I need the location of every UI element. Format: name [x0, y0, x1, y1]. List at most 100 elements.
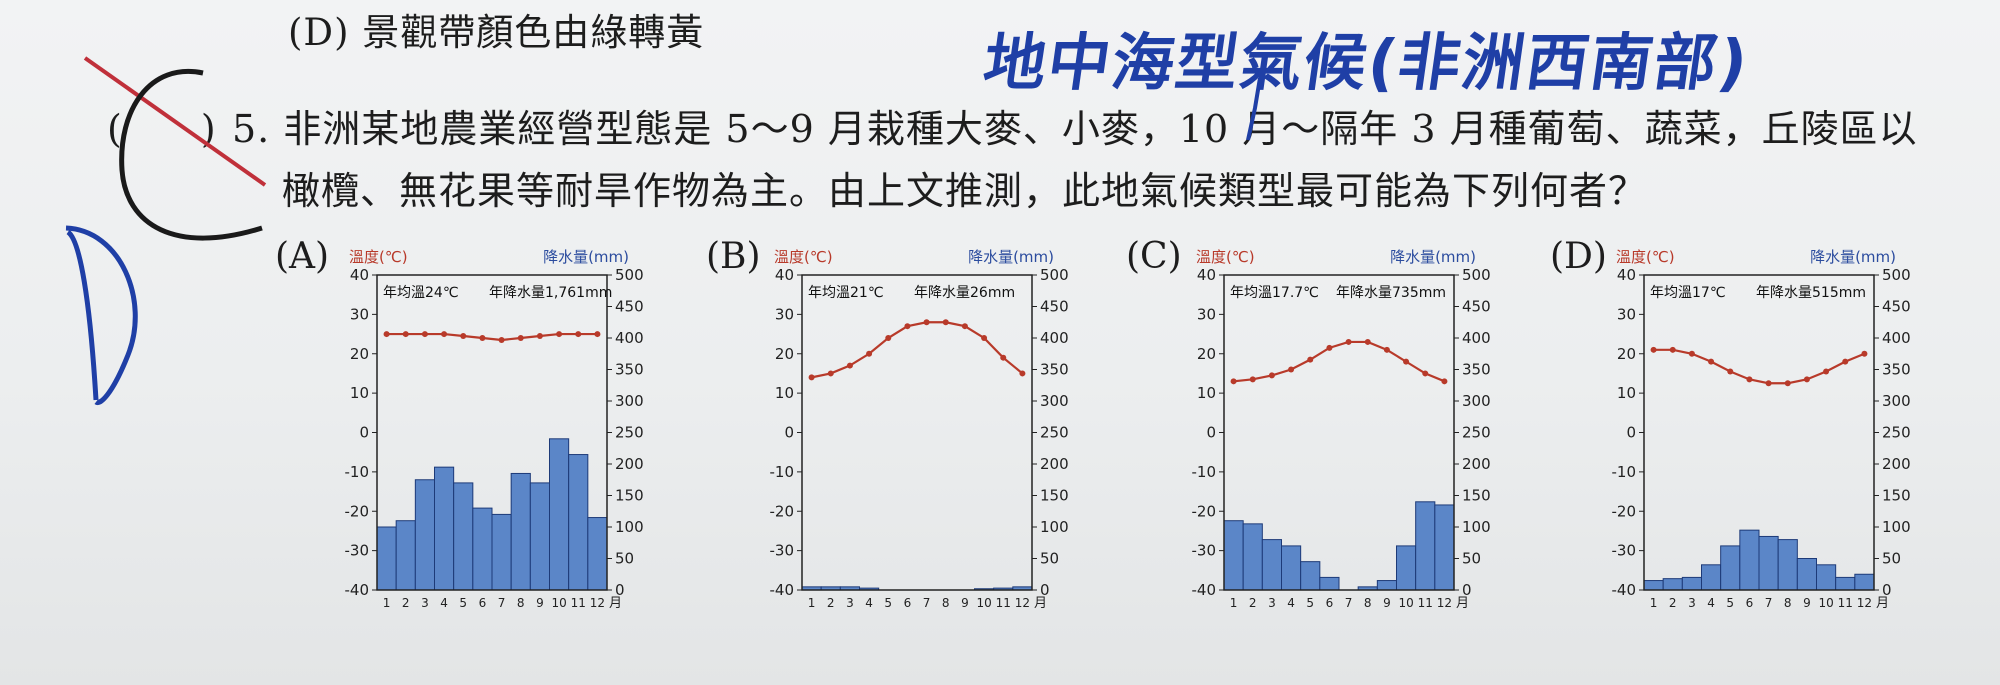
precip-tick-label: 200	[1882, 455, 1911, 473]
temp-tick-label: -20	[345, 502, 369, 520]
precip-tick-label: 50	[1040, 550, 1059, 568]
precip-tick-label: 200	[1462, 455, 1491, 473]
precip-bar	[1415, 501, 1436, 591]
precip-bar	[1300, 561, 1321, 591]
temp-tick-label: 20	[775, 345, 794, 363]
precip-tick-label: 250	[1462, 424, 1491, 442]
temp-point	[1326, 344, 1333, 351]
precip-tick-label: 350	[615, 361, 644, 379]
month-label: 9	[1803, 596, 1811, 610]
temp-tick-label: -10	[345, 463, 369, 481]
precip-tick-label: 450	[1040, 298, 1069, 316]
temp-point	[1345, 338, 1352, 345]
precip-bar	[549, 438, 570, 591]
temp-tick-label: 40	[350, 266, 369, 284]
temp-line	[1233, 340, 1445, 383]
temp-tick-label: 20	[1617, 345, 1636, 363]
temp-point	[1650, 346, 1657, 353]
option-label-d: (D)	[1550, 236, 1607, 277]
temp-point	[981, 335, 988, 341]
precip-bar	[1396, 545, 1417, 591]
plot-frame	[801, 274, 1033, 591]
precip-tick-label: 250	[1040, 424, 1069, 442]
temp-point	[460, 333, 467, 340]
temp-tick-label: 30	[775, 305, 794, 323]
month-label: 12	[1015, 596, 1030, 610]
precip-axis-label: 降水量(mm)	[1810, 248, 1896, 266]
temp-point	[942, 319, 949, 326]
month-label: 7	[498, 596, 506, 610]
month-label: 6	[1326, 596, 1334, 610]
temp-point	[1688, 350, 1695, 357]
temp-point	[1383, 346, 1390, 353]
precip-tick-label: 100	[1462, 518, 1491, 536]
precip-axis-label: 降水量(mm)	[543, 248, 629, 266]
month-unit: 月	[1876, 596, 1889, 610]
precip-bar	[491, 513, 512, 591]
month-label: 4	[1287, 596, 1295, 610]
month-label: 3	[421, 596, 429, 610]
temp-point	[1230, 378, 1237, 385]
precip-bar	[1319, 576, 1340, 591]
precip-tick-label: 150	[615, 487, 644, 505]
precip-bar	[1681, 576, 1703, 591]
precip-tick-label: 500	[1040, 266, 1069, 284]
precip-tick-label: 300	[615, 392, 644, 410]
precip-bar	[395, 520, 416, 591]
temp-point	[846, 362, 853, 369]
temp-tick-label: -30	[770, 542, 794, 560]
month-unit: 月	[1456, 596, 1469, 610]
black-circle-mark	[119, 69, 263, 241]
temp-point	[1019, 370, 1026, 377]
precip-bar	[1796, 558, 1817, 591]
temp-point	[923, 319, 930, 326]
month-label: 9	[1383, 596, 1391, 610]
temp-point	[1823, 368, 1830, 375]
month-label: 4	[865, 596, 873, 610]
temp-point	[402, 331, 409, 338]
temp-point	[1288, 366, 1295, 373]
precip-bar	[510, 472, 531, 591]
precip-tick-label: 300	[1462, 392, 1491, 410]
annual-temp: 年均溫24℃	[383, 285, 459, 301]
month-label: 2	[1249, 596, 1257, 610]
option-label-b: (B)	[706, 236, 761, 277]
precip-bar	[1739, 529, 1760, 591]
temp-tick-label: 30	[1197, 305, 1216, 323]
precip-bar	[1376, 580, 1397, 591]
precip-bar	[434, 466, 455, 591]
climate-chart-b: 溫度(℃) 降水量(mm)403020100-10-20-30-405004504…	[770, 248, 1069, 610]
annual-temp: 年均溫17.7℃	[1230, 285, 1319, 301]
month-label: 1	[1650, 596, 1658, 610]
temp-point	[1441, 378, 1448, 385]
month-label: 10	[1398, 596, 1413, 610]
temp-tick-label: -40	[345, 581, 369, 599]
precip-tick-label: 350	[1882, 361, 1911, 379]
precip-bar	[1662, 578, 1683, 591]
precip-tick-label: 400	[1040, 329, 1069, 347]
precip-tick-label: 200	[615, 455, 644, 473]
precip-bar	[472, 507, 493, 591]
precip-bar	[529, 482, 550, 591]
precip-tick-label: 400	[615, 329, 644, 347]
temp-point	[1746, 376, 1753, 383]
temp-point	[1803, 376, 1810, 383]
temp-point	[1784, 380, 1791, 387]
temp-tick-label: -20	[770, 502, 794, 520]
precip-bar	[1242, 523, 1263, 591]
temp-tick-label: 0	[1206, 424, 1216, 442]
precip-tick-label: 300	[1882, 392, 1911, 410]
climate-chart-a: 溫度(℃) 降水量(mm)403020100-10-20-30-405004504…	[345, 248, 644, 610]
month-label: 1	[808, 596, 816, 610]
precip-bar	[568, 454, 589, 591]
temp-tick-label: 20	[1197, 345, 1216, 363]
temp-point	[517, 335, 524, 341]
temp-tick-label: 40	[1617, 266, 1636, 284]
month-label: 3	[846, 596, 854, 610]
month-label: 2	[402, 596, 410, 610]
annual-precip: 年降水量26mm	[914, 285, 1015, 301]
month-label: 7	[1765, 596, 1773, 610]
temp-tick-label: -10	[1192, 463, 1216, 481]
precip-tick-label: 500	[615, 266, 644, 284]
